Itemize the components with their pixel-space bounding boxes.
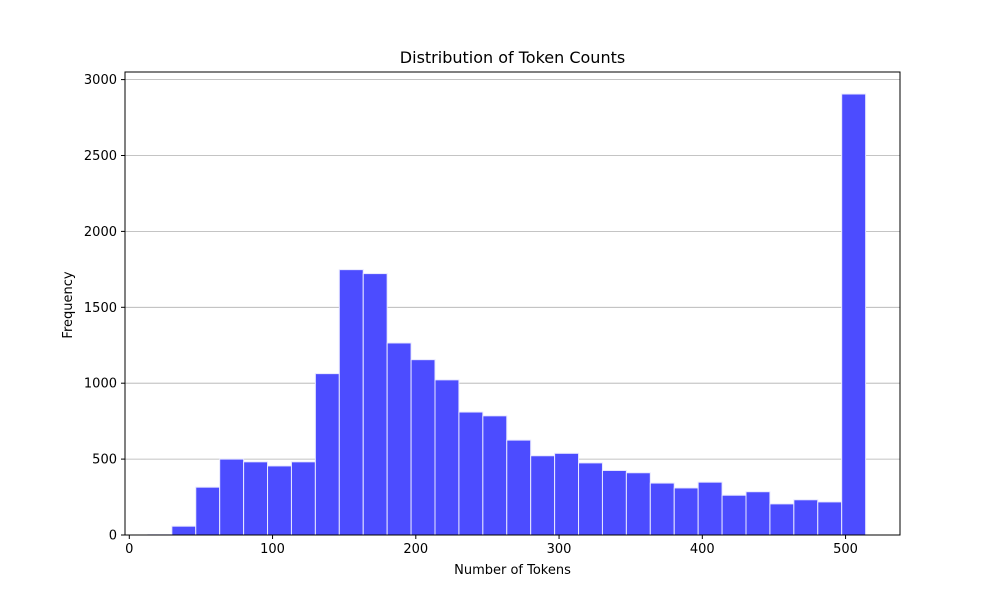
histogram-bar — [698, 482, 722, 535]
histogram-bar — [818, 502, 842, 535]
histogram-bar — [555, 453, 579, 535]
x-tick-label: 400 — [690, 542, 715, 557]
histogram-bar — [722, 495, 746, 535]
histogram-bar — [172, 526, 196, 535]
histogram-bar — [339, 270, 363, 535]
histogram-bar — [268, 466, 292, 535]
x-tick-label: 300 — [547, 542, 572, 557]
histogram-bar — [650, 483, 674, 535]
histogram-bar — [842, 94, 866, 535]
y-tick-label: 3000 — [84, 73, 117, 88]
histogram-bar — [531, 456, 555, 535]
y-tick-label: 500 — [92, 453, 117, 468]
histogram-bar — [483, 416, 507, 535]
histogram-bar — [602, 470, 626, 535]
histogram-bar — [674, 488, 698, 535]
y-tick-label: 0 — [109, 529, 117, 544]
y-tick-label: 2000 — [84, 225, 117, 240]
x-tick-label: 0 — [125, 542, 133, 557]
chart-title: Distribution of Token Counts — [400, 48, 625, 67]
y-axis-label: Frequency — [61, 271, 76, 338]
x-axis-label: Number of Tokens — [454, 563, 571, 578]
x-tick-label: 100 — [260, 542, 285, 557]
histogram-bar — [291, 462, 315, 535]
histogram-bar — [746, 492, 770, 535]
histogram-bar — [507, 440, 531, 535]
histogram-bar — [770, 504, 794, 535]
y-tick-label: 1500 — [84, 301, 117, 316]
x-tick-label: 200 — [403, 542, 428, 557]
histogram-bar — [626, 473, 650, 535]
histogram-bar — [435, 380, 459, 535]
y-tick-label: 2500 — [84, 149, 117, 164]
histogram-bar — [220, 459, 244, 535]
x-tick-label: 500 — [833, 542, 858, 557]
histogram-bar — [411, 360, 435, 535]
histogram-bar — [579, 463, 603, 535]
histogram-bar — [794, 500, 818, 535]
y-tick-label: 1000 — [84, 377, 117, 392]
histogram-bar — [244, 462, 268, 535]
histogram-bar — [387, 343, 411, 535]
histogram-bar — [459, 412, 483, 535]
histogram-bar — [363, 274, 387, 535]
histogram-bar — [315, 374, 339, 535]
histogram-bar — [196, 487, 220, 535]
